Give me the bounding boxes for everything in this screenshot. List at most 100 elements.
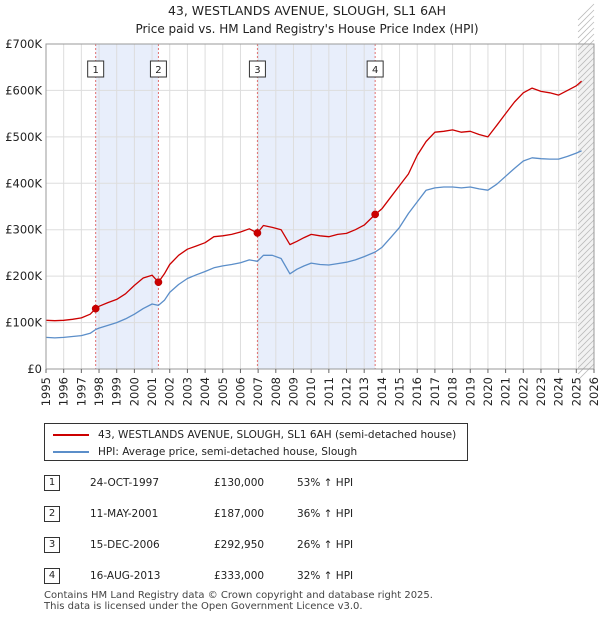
forecast-hatch [577, 93, 595, 111]
sale-hpi-change: 36% ↑ HPI [297, 508, 354, 520]
forecast-hatch [577, 135, 595, 153]
x-tick-label: 2013 [357, 377, 371, 406]
forecast-hatch [577, 15, 595, 33]
forecast-hatch [577, 261, 595, 279]
x-tick-label: 2010 [304, 377, 318, 406]
x-tick-label: 2024 [552, 377, 566, 406]
x-tick-label: 2016 [410, 377, 424, 406]
forecast-hatch [577, 249, 595, 267]
x-tick-label: 2025 [569, 377, 583, 406]
x-tick-label: 2026 [587, 377, 600, 406]
x-tick-label: 2000 [127, 377, 141, 406]
forecast-hatch [577, 321, 595, 339]
x-tick-label: 2018 [446, 377, 460, 406]
forecast-hatch [577, 69, 595, 87]
forecast-hatch [577, 303, 595, 321]
sale-label-box [248, 60, 266, 78]
sale-hpi-change: 26% ↑ HPI [297, 539, 354, 551]
legend-label-hpi: HPI: Average price, semi-detached house,… [98, 446, 358, 458]
x-tick-label: 1996 [57, 377, 71, 406]
sale-date: 11-MAY-2001 [90, 508, 159, 520]
forecast-hatch [577, 81, 595, 99]
sale-row: 4 16-AUG-2013 £333,000 32% ↑ HPI [44, 565, 564, 596]
x-tick-label: 2002 [163, 377, 177, 406]
x-tick-label: 2014 [375, 377, 389, 406]
forecast-hatch [577, 297, 595, 315]
sale-label: 1 [92, 65, 98, 76]
forecast-hatch [577, 141, 595, 159]
forecast-hatch [577, 123, 595, 141]
sale-number: 2 [44, 506, 60, 522]
x-tick-label: 2008 [269, 377, 283, 406]
forecast-hatch [577, 147, 595, 165]
x-tick-label: 2012 [340, 377, 354, 406]
forecast-hatch [577, 309, 595, 327]
forecast-region [578, 44, 594, 369]
forecast-hatch [577, 333, 595, 351]
x-tick-label: 2017 [428, 377, 442, 406]
forecast-hatch [577, 339, 595, 357]
x-tick-label: 2021 [499, 377, 513, 406]
forecast-hatch [577, 279, 595, 297]
sale-number: 1 [44, 475, 60, 491]
plot-frame [45, 43, 595, 370]
sale-row: 3 15-DEC-2006 £292,950 26% ↑ HPI [44, 534, 564, 565]
x-tick-label: 2007 [251, 377, 265, 406]
x-tick-label: 2011 [322, 377, 336, 406]
forecast-hatch [577, 57, 595, 75]
forecast-hatch [577, 351, 595, 369]
x-tick-label: 1995 [39, 377, 53, 406]
x-tick-label: 2019 [463, 377, 477, 406]
sale-number: 4 [44, 568, 60, 584]
footer: Contains HM Land Registry data © Crown c… [44, 590, 433, 612]
legend-swatch-property [53, 434, 89, 436]
forecast-hatch [577, 159, 595, 177]
forecast-hatch [577, 195, 595, 213]
sale-row: 2 11-MAY-2001 £187,000 36% ↑ HPI [44, 503, 564, 534]
forecast-hatch [577, 105, 595, 123]
forecast-hatch [577, 21, 595, 39]
forecast-hatch [577, 171, 595, 189]
forecast-hatch [577, 207, 595, 225]
sale-price: £333,000 [214, 570, 265, 582]
forecast-hatch [577, 231, 595, 249]
forecast-hatch [577, 33, 595, 51]
forecast-hatch [577, 273, 595, 291]
x-tick-label: 2023 [534, 377, 548, 406]
forecast-hatch [577, 201, 595, 219]
forecast-hatch [577, 27, 595, 45]
x-tick-label: 2022 [516, 377, 530, 406]
sale-number: 3 [44, 537, 60, 553]
x-tick-label: 2020 [481, 377, 495, 406]
sale-price: £187,000 [214, 508, 265, 520]
y-tick-label: £200K [5, 269, 42, 283]
sale-label-box [87, 60, 105, 78]
sale-hpi-change: 53% ↑ HPI [297, 477, 354, 489]
footer-copyright: Contains HM Land Registry data © Crown c… [44, 590, 433, 601]
sale-price: £292,950 [214, 539, 265, 551]
forecast-hatch [577, 153, 595, 171]
forecast-hatch [577, 75, 595, 93]
x-tick-label: 2003 [180, 377, 194, 406]
sale-point [371, 210, 380, 219]
forecast-hatch [577, 183, 595, 201]
legend-item-property: 43, WESTLANDS AVENUE, SLOUGH, SL1 6AH (s… [53, 427, 456, 443]
forecast-hatch [577, 327, 595, 345]
sale-label-box [149, 60, 167, 78]
x-tick-label: 2005 [216, 377, 230, 406]
forecast-hatch [577, 165, 595, 183]
forecast-hatch [577, 63, 595, 81]
forecast-hatch [577, 177, 595, 195]
forecast-hatch [577, 99, 595, 117]
forecast-hatch [577, 51, 595, 69]
y-tick-label: £700K [5, 37, 42, 51]
forecast-hatch [577, 315, 595, 333]
sale-hpi-change: 32% ↑ HPI [297, 570, 354, 582]
sale-label: 3 [254, 65, 260, 76]
sale-row: 1 24-OCT-1997 £130,000 53% ↑ HPI [44, 472, 564, 503]
sale-point [154, 278, 163, 287]
y-tick-label: £300K [5, 223, 42, 237]
forecast-hatch [577, 291, 595, 309]
forecast-hatch [577, 111, 595, 129]
legend-swatch-hpi [53, 451, 89, 453]
